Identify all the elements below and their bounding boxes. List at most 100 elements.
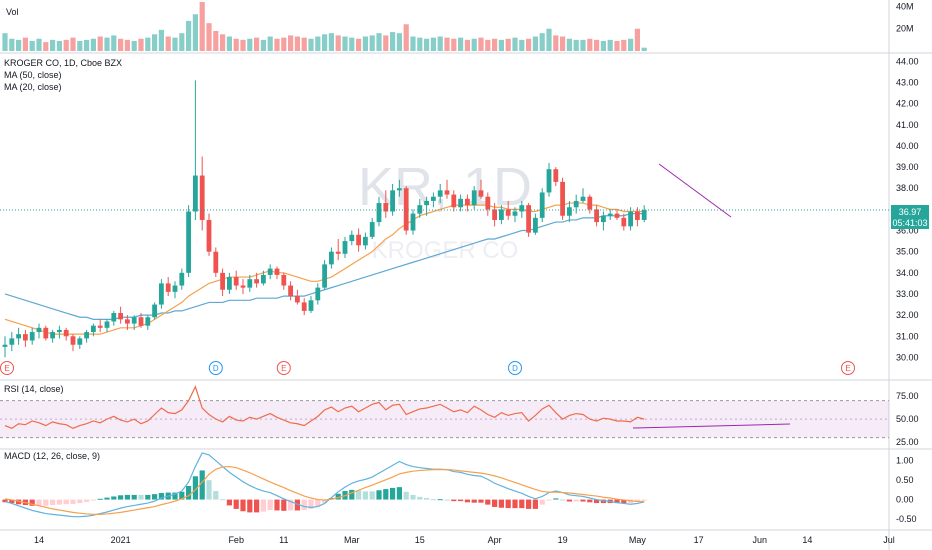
volume-bar <box>335 35 341 51</box>
candle-body <box>560 181 565 216</box>
trend-lines <box>632 163 791 429</box>
macd-histogram-bar <box>322 499 328 504</box>
rsi-tick-label: 75.00 <box>896 391 919 401</box>
time-tick-label: Jun <box>753 535 768 545</box>
rsi-tick-label: 25.00 <box>896 437 919 447</box>
macd-panel[interactable]: 1.00 0.50 0.00 -0.50 <box>2 452 917 524</box>
candle-body <box>478 190 484 197</box>
macd-histogram-bar <box>124 494 130 500</box>
macd-histogram-bar <box>641 499 647 501</box>
macd-histogram-bar <box>403 491 409 500</box>
volume-bar <box>118 38 124 51</box>
time-tick-label: 11 <box>279 535 288 545</box>
volume-bar <box>322 34 328 51</box>
last-price-tag <box>891 205 929 229</box>
volume-bar <box>233 38 239 51</box>
volume-bar <box>403 24 409 51</box>
volume-bar <box>104 37 110 51</box>
macd-histogram-bar <box>192 476 198 500</box>
volume-bar <box>458 37 464 51</box>
volume-bar <box>199 2 205 51</box>
ma20-legend: MA (20, close) <box>4 82 62 92</box>
price-tick-label: 30.00 <box>896 352 919 362</box>
volume-bar <box>628 38 634 51</box>
candle-body <box>274 268 280 275</box>
volume-bar <box>9 38 15 51</box>
volume-bar <box>417 37 423 51</box>
volume-bar <box>600 40 606 51</box>
macd-histogram-bar <box>417 496 423 500</box>
volume-bar <box>505 38 511 51</box>
macd-histogram-bar <box>70 499 76 504</box>
candle-body <box>50 332 55 339</box>
volume-bar <box>369 35 375 51</box>
volume-bar <box>179 33 185 51</box>
macd-histogram-bar <box>478 499 484 503</box>
last-price: 36.97 <box>899 207 922 217</box>
volume-bar <box>464 39 470 51</box>
macd-histogram-bar <box>505 499 511 509</box>
volume-bar <box>342 36 348 51</box>
event-marker-label: E <box>281 364 286 373</box>
volume-bar <box>97 36 103 51</box>
price-tick-label: 44.00 <box>896 56 919 66</box>
macd-histogram-bar <box>560 499 566 501</box>
macd-tick-label: 1.00 <box>896 456 914 466</box>
volume-bar <box>2 33 8 51</box>
macd-tick-label: -0.50 <box>896 514 917 524</box>
candle-body <box>9 338 15 345</box>
volume-bar <box>553 35 559 51</box>
volume-bar <box>70 37 76 51</box>
price-tick-label: 31.00 <box>896 331 919 341</box>
volume-bar <box>16 39 22 51</box>
macd-histogram-bar <box>2 499 8 503</box>
price-tick-label: 36.00 <box>896 226 919 236</box>
candle-body <box>29 332 35 341</box>
resistance-trendline[interactable] <box>658 163 732 218</box>
macd-histogram-bar <box>16 499 22 505</box>
time-tick-label: Mar <box>344 535 360 545</box>
macd-histogram-bar <box>580 499 586 502</box>
time-tick-label: Feb <box>228 535 244 545</box>
macd-histogram-bar <box>573 499 579 502</box>
macd-histogram-bar <box>267 499 273 511</box>
candle-body <box>145 317 151 326</box>
macd-histogram-bar <box>158 492 164 500</box>
macd-histogram-bar <box>424 498 430 500</box>
candle-body <box>267 268 273 275</box>
rsi-support-trendline[interactable] <box>632 423 791 429</box>
volume-bar <box>43 42 49 51</box>
time-tick-label: 19 <box>558 535 568 545</box>
macd-histogram-bar <box>145 494 151 500</box>
volume-bar <box>444 37 450 51</box>
earnings-marker[interactable] <box>276 361 291 375</box>
volume-bar <box>512 37 518 51</box>
candle-body <box>97 325 103 328</box>
dividend-marker[interactable] <box>208 361 223 375</box>
candle-body <box>125 319 130 324</box>
macd-histogram-bar <box>349 489 355 500</box>
candle-body <box>335 251 341 254</box>
macd-histogram-bar <box>288 499 294 511</box>
macd-histogram-bar <box>369 491 375 500</box>
candle-body <box>301 302 307 311</box>
volume-bar <box>573 39 579 51</box>
rsi-panel[interactable]: 75.00 50.00 25.00 <box>0 385 919 447</box>
macd-histogram-bar <box>152 494 158 500</box>
volume-tick-label: 20M <box>896 24 914 34</box>
macd-histogram-bar <box>451 499 457 502</box>
candle-body <box>471 190 477 206</box>
dividend-marker[interactable] <box>508 361 522 375</box>
macd-histogram-bar <box>512 499 518 509</box>
candle-body <box>505 209 511 216</box>
volume-bar <box>594 39 600 51</box>
macd-histogram-bar <box>131 494 137 500</box>
candle-body <box>118 313 123 320</box>
earnings-marker[interactable] <box>0 361 14 375</box>
volume-bar <box>247 38 253 51</box>
earnings-marker[interactable] <box>841 361 855 375</box>
time-tick-label: 14 <box>34 535 44 545</box>
time-tick-label: 15 <box>415 535 425 545</box>
